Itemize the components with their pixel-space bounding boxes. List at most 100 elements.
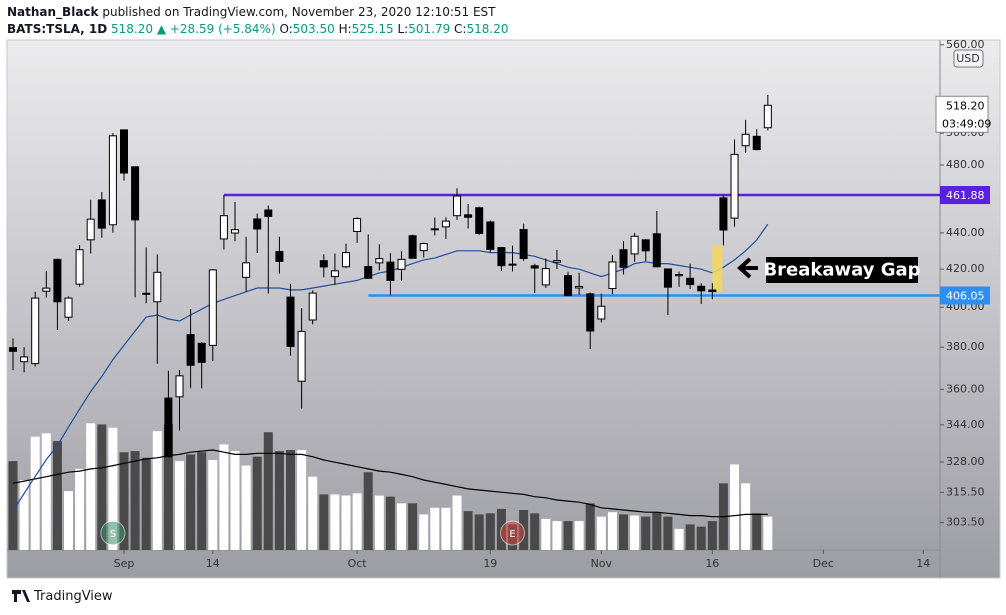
volume-bar [741, 483, 751, 550]
candle-body [708, 289, 717, 293]
volume-bar [752, 513, 762, 550]
volume-bar [641, 516, 651, 550]
volume-bar [41, 433, 51, 550]
currency: USD [956, 52, 980, 65]
candle-body [408, 235, 417, 259]
volume-bar [263, 432, 273, 550]
candle-body [419, 243, 428, 252]
event-label: E [509, 529, 515, 540]
candle-body [364, 266, 373, 279]
volume-bar [363, 472, 373, 550]
change: ▲ +28.59 (+5.84%) [156, 22, 276, 36]
last: 518.20 [111, 22, 153, 36]
candle-body [397, 258, 406, 270]
symbol: BATS:TSLA, 1D [7, 22, 108, 36]
volume-bar [408, 503, 418, 550]
candle-body [131, 166, 140, 221]
volume-bar [341, 495, 351, 550]
x-tick-label: 14 [916, 557, 930, 570]
candle-body [53, 258, 62, 303]
volume-bar [119, 452, 129, 550]
candle-body [342, 252, 351, 268]
candle-body [430, 228, 439, 231]
y-tick-label: 560.00 [946, 38, 985, 51]
volume-bar [685, 524, 695, 550]
candle-body [64, 297, 73, 318]
header-line: Nathan_Black published on TradingView.co… [7, 5, 496, 19]
candle-body [97, 199, 106, 229]
volume-bar [596, 516, 606, 550]
volume-bar [419, 514, 429, 550]
volume-bar [163, 424, 173, 550]
candle-body [641, 239, 650, 252]
volume-ma [12, 449, 768, 518]
candle-body [264, 209, 273, 217]
volume-bar [330, 494, 340, 550]
ohlc-value: 518.20 [466, 22, 509, 36]
candle-body [564, 275, 573, 297]
ohlc-label: C: [454, 22, 467, 36]
candle-body [353, 217, 362, 232]
volume-bar [175, 461, 185, 550]
candle-body [375, 258, 384, 264]
ohlc: O:503.50 H:525.15 L:501.79 C:518.20 [279, 22, 508, 36]
candle-body [86, 218, 95, 241]
candle-body [519, 229, 528, 259]
y-tick-label: 303.50 [946, 516, 985, 529]
volume-bar [663, 516, 673, 550]
candle-body [675, 274, 684, 277]
candle-body [763, 104, 772, 129]
volume-bar [208, 460, 218, 550]
candle-body [464, 214, 473, 218]
event-marker [100, 520, 126, 546]
candle-body [719, 197, 728, 231]
candle-body [297, 330, 306, 382]
candle-body [8, 347, 17, 352]
header-line: BATS:TSLA, 1D 518.20 ▲ +28.59 (+5.84%) O… [7, 22, 508, 36]
logo [12, 590, 30, 602]
volume-bar [385, 496, 395, 550]
candle-body [197, 342, 206, 363]
candle-body [253, 218, 262, 230]
plot: Sep 14 Oct 19 Nov 16 Dec 14 S E [8, 44, 944, 570]
volume-bar [319, 494, 329, 550]
countdown: 03:49:09 [942, 117, 991, 130]
candle-body [597, 305, 606, 320]
candle-body [286, 296, 295, 347]
event-marker [500, 520, 526, 546]
volume-bar [441, 507, 451, 550]
candle-body [575, 285, 584, 289]
volume-bar [541, 518, 551, 550]
volume-bar [652, 512, 662, 550]
candle-body [441, 220, 450, 228]
footer: TradingView [34, 589, 113, 604]
volume-bar [374, 495, 384, 550]
volume-bar [763, 516, 773, 550]
y-tick-label: 480.00 [946, 158, 985, 171]
candle-body [42, 287, 51, 292]
x-tick-label: Oct [348, 557, 368, 570]
candle-body [497, 247, 506, 267]
volume-bar [574, 521, 584, 550]
volume-bar [607, 512, 617, 550]
volume-bar [230, 451, 240, 550]
candle-body [486, 221, 495, 250]
candle-body [552, 259, 561, 263]
volume-bar [252, 456, 262, 550]
volume-bar [8, 461, 18, 550]
candle-body [453, 195, 462, 217]
candle-body [208, 269, 217, 346]
volume-bar [75, 468, 85, 550]
y-tick-label: 328.00 [946, 455, 985, 468]
x-tick-label: 19 [483, 557, 497, 570]
ohlc-value: 501.79 [408, 22, 451, 36]
candle-body [153, 271, 162, 303]
price-label-box [940, 186, 990, 205]
candle-body [20, 356, 29, 363]
volume-bar [219, 444, 229, 550]
price-label-box [940, 286, 990, 305]
annotation-box [766, 257, 918, 283]
volume-bar [674, 528, 684, 550]
